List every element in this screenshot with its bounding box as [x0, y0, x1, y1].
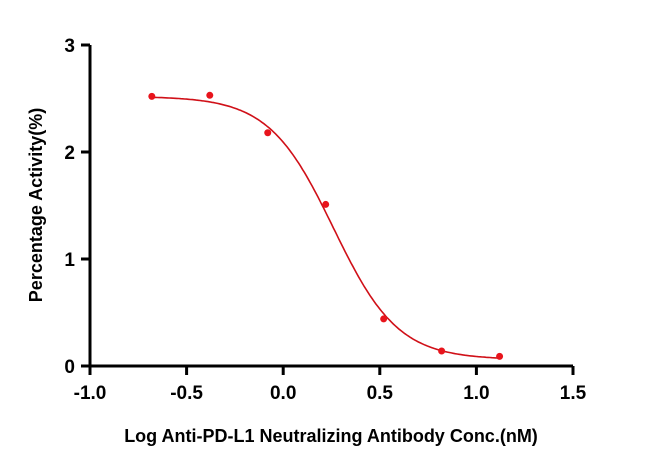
y-tick-label: 0: [64, 357, 75, 378]
x-tick-label: -0.5: [170, 383, 203, 404]
data-point: [438, 347, 446, 355]
axes: -1.0 -0.5 0.0 0.5 1.0 1.5 0 1 2 3: [64, 36, 586, 404]
data-points: [148, 91, 504, 360]
x-tick-label: -1.0: [74, 383, 107, 404]
x-tick-label: 1.5: [560, 383, 587, 404]
data-point: [148, 92, 156, 100]
data-point: [322, 200, 330, 208]
y-axis-label: Percentage Activity(%): [26, 108, 46, 302]
fit-curve: [151, 96, 500, 359]
x-tick-label: 1.0: [463, 383, 489, 404]
data-point: [496, 352, 504, 360]
y-tick-label: 1: [64, 250, 75, 271]
x-tick-label: 0.0: [270, 383, 296, 404]
data-point: [264, 129, 272, 137]
data-point: [380, 315, 388, 323]
data-point: [206, 91, 214, 99]
y-tick-label: 2: [64, 143, 75, 164]
x-axis-label: Log Anti-PD-L1 Neutralizing Antibody Con…: [124, 426, 538, 446]
x-tick-label: 0.5: [367, 383, 394, 404]
y-tick-label: 3: [64, 36, 75, 57]
